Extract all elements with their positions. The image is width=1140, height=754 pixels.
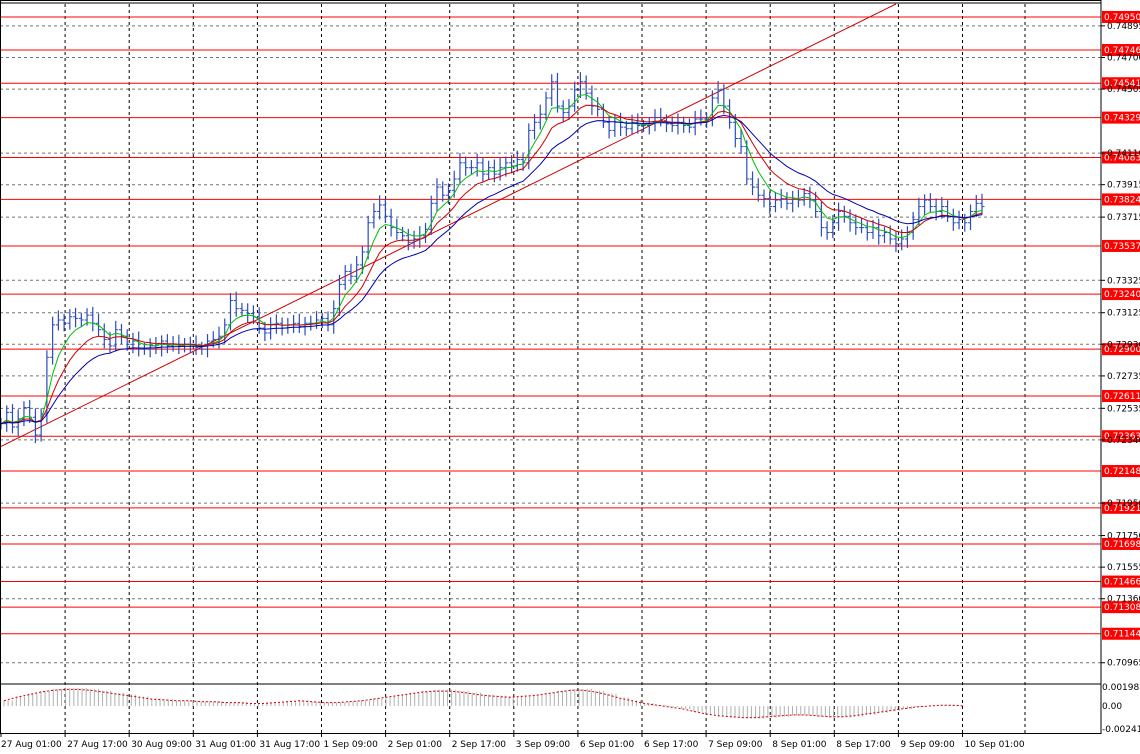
level-tag-label: 0.71308 bbox=[1104, 603, 1140, 613]
level-tag-label: 0.74541 bbox=[1104, 79, 1140, 89]
trendline-layer bbox=[0, 3, 897, 447]
y-tick-label: 0.73125 bbox=[1107, 309, 1140, 319]
level-tag-label: 0.71921 bbox=[1104, 504, 1140, 514]
level-tag-label: 0.71144 bbox=[1104, 630, 1140, 640]
level-tag-label: 0.71466 bbox=[1104, 578, 1140, 588]
y-tick-label: 0.73915 bbox=[1107, 181, 1140, 191]
oscillator-panel: 0.001987 0.00 -0.00241 bbox=[3, 683, 1140, 735]
price-series bbox=[0, 72, 985, 444]
level-tag bbox=[1102, 343, 1140, 356]
horizontal-levels: 0.74950 0.74746 0.74541 0.74329 0.74083 0.738… bbox=[0, 10, 1140, 640]
level-tag-label: 0.71698 bbox=[1104, 540, 1140, 550]
level-tag bbox=[1102, 465, 1140, 478]
x-tick-label: 27 Aug 17:00 bbox=[67, 740, 128, 750]
y-tick-label: 0.73715 bbox=[1107, 213, 1140, 223]
level-tag-label: 0.74329 bbox=[1104, 114, 1140, 124]
level-tag bbox=[1102, 239, 1140, 252]
x-tick-label: 8 Sep 01:00 bbox=[772, 740, 827, 750]
x-tick-label: 8 Sep 17:00 bbox=[836, 740, 891, 750]
level-tag-label: 0.72148 bbox=[1104, 467, 1140, 477]
level-tag-label: 0.73537 bbox=[1104, 242, 1140, 252]
level-tag bbox=[1102, 44, 1140, 57]
y-tick-label: 0.72535 bbox=[1107, 404, 1140, 414]
y-tick-label: 0.73325 bbox=[1107, 276, 1140, 286]
level-tag-label: 0.72900 bbox=[1104, 345, 1140, 355]
level-tag-label: 0.74746 bbox=[1104, 46, 1140, 56]
level-tag-label: 0.72611 bbox=[1104, 392, 1140, 402]
level-tag-label: 0.74950 bbox=[1104, 13, 1140, 23]
ma-fast-line bbox=[0, 94, 983, 425]
level-tag bbox=[1102, 77, 1140, 90]
y-tick-label: 0.74895 bbox=[1107, 22, 1140, 32]
level-tag bbox=[1102, 111, 1140, 124]
level-tag bbox=[1102, 601, 1140, 614]
x-tick-label: 9 Sep 09:00 bbox=[900, 740, 955, 750]
x-tick-label: 31 Aug 01:00 bbox=[195, 740, 256, 750]
level-tag bbox=[1102, 430, 1140, 443]
level-tag bbox=[1102, 390, 1140, 403]
plot-frame bbox=[0, 0, 1102, 734]
level-tag-label: 0.72363 bbox=[1104, 432, 1140, 442]
osc-y-tick-label: -0.00241 bbox=[1102, 725, 1140, 735]
level-tag bbox=[1102, 151, 1140, 164]
x-tick-label: 7 Sep 09:00 bbox=[708, 740, 763, 750]
level-tag bbox=[1102, 10, 1140, 23]
level-tag-label: 0.73824 bbox=[1104, 195, 1140, 205]
x-tick-label: 1 Sep 09:00 bbox=[324, 740, 379, 750]
ma-mid-line bbox=[0, 104, 983, 425]
level-tag bbox=[1102, 501, 1140, 514]
level-tag bbox=[1102, 627, 1140, 640]
x-tick-label: 2 Sep 01:00 bbox=[388, 740, 443, 750]
x-tick-label: 30 Aug 09:00 bbox=[131, 740, 192, 750]
level-tag-label: 0.73240 bbox=[1104, 290, 1140, 300]
ma-slow-line bbox=[0, 114, 983, 425]
x-tick-label: 6 Sep 17:00 bbox=[644, 740, 699, 750]
x-tick-label: 27 Aug 01:00 bbox=[1, 740, 62, 750]
x-tick-label: 3 Sep 09:00 bbox=[516, 740, 571, 750]
y-tick-label: 0.74505 bbox=[1107, 85, 1140, 95]
moving-averages bbox=[0, 94, 983, 425]
y-tick-label: 0.70965 bbox=[1107, 659, 1140, 669]
y-tick-label: 0.72735 bbox=[1107, 372, 1140, 382]
x-tick-label: 6 Sep 01:00 bbox=[580, 740, 635, 750]
level-tag bbox=[1102, 537, 1140, 550]
y-tick-label: 0.71555 bbox=[1107, 563, 1140, 573]
level-tag bbox=[1102, 575, 1140, 588]
x-tick-label: 2 Sep 17:00 bbox=[452, 740, 507, 750]
level-tag-label: 0.74083 bbox=[1104, 153, 1140, 163]
osc-y-tick-label: 0.00 bbox=[1102, 702, 1122, 712]
trendline bbox=[0, 3, 897, 447]
osc-y-tick-label: 0.001987 bbox=[1102, 683, 1140, 693]
x-tick-label: 10 Sep 01:00 bbox=[965, 740, 1025, 750]
level-tag bbox=[1102, 193, 1140, 206]
level-tag bbox=[1102, 288, 1140, 301]
x-tick-label: 31 Aug 17:00 bbox=[259, 740, 320, 750]
